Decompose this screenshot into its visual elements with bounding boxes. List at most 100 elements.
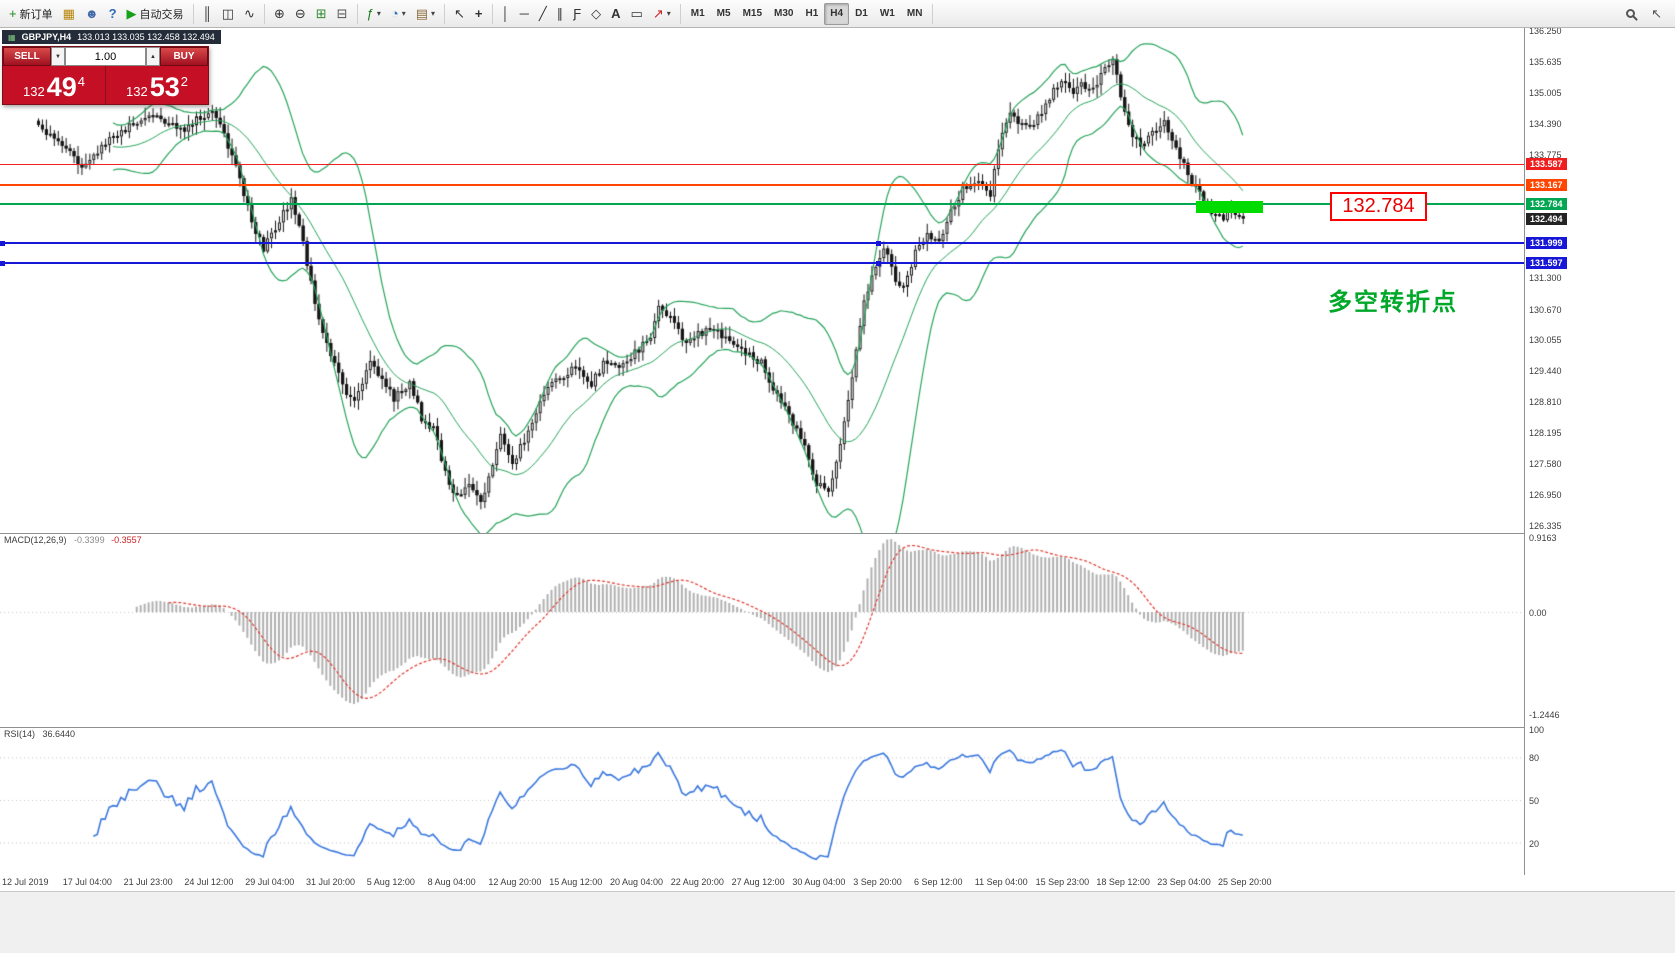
- line-handle[interactable]: [876, 261, 881, 267]
- time-axis-label: 12 Aug 20:00: [488, 877, 542, 887]
- time-axis-label: 30 Aug 04:00: [792, 877, 846, 887]
- toolbar-group: M1 M5 M15 M30 H1 H4 D1 W1 MN: [685, 1, 929, 27]
- new-order-button[interactable]: + 新订单: [4, 3, 58, 25]
- candle-chart-button[interactable]: ◫: [217, 3, 239, 25]
- horizontal-line-132784[interactable]: [0, 203, 1524, 206]
- buy-price-button[interactable]: 132 53 2: [106, 66, 208, 104]
- arrows-button[interactable]: ↗ ▾: [648, 3, 676, 25]
- timeframe-m1-button[interactable]: M1: [690, 8, 705, 19]
- rsi-panel-divider[interactable]: [0, 727, 1675, 728]
- volume-field[interactable]: 1.00: [65, 47, 146, 66]
- time-axis-label: 3 Sep 20:00: [853, 877, 902, 887]
- timeframe-m5-button[interactable]: M5: [716, 8, 731, 19]
- price-axis[interactable]: 136.250 135.635 135.005 134.390 133.775 131.3…: [1524, 26, 1675, 875]
- profile-button[interactable]: ☻: [80, 3, 104, 25]
- zoom-in-icon: ⊕: [273, 5, 285, 21]
- turning-point-annotation[interactable]: 多空转折点: [1328, 289, 1458, 316]
- price-axis-label: 128.810: [1529, 397, 1562, 408]
- autotrade-button[interactable]: ▶ 自动交易: [122, 3, 189, 25]
- bar-chart-button[interactable]: ║: [198, 3, 217, 25]
- chevron-down-icon: ▾: [431, 9, 436, 18]
- shapes-button[interactable]: ◇: [586, 3, 606, 25]
- volume-down-button[interactable]: ▼: [51, 47, 65, 66]
- line-handle[interactable]: [876, 241, 881, 247]
- horizontal-line-133167[interactable]: [0, 183, 1524, 186]
- toolbar-separator: [356, 3, 358, 24]
- macd-panel-canvas[interactable]: [0, 533, 1524, 727]
- templates-button[interactable]: ▤ ▾: [411, 3, 440, 25]
- indicators-button[interactable]: ƒ ▾: [362, 3, 386, 25]
- timeframe-w1-button[interactable]: W1: [879, 8, 895, 19]
- price-level-badge: 132.784: [1526, 198, 1567, 211]
- cursor-button[interactable]: ↖: [449, 3, 470, 25]
- line-handle[interactable]: [0, 241, 5, 247]
- rsi-axis-label: 50: [1529, 796, 1540, 806]
- vertical-line-button[interactable]: │: [497, 3, 515, 25]
- horizontal-line-131597[interactable]: [0, 262, 1524, 265]
- text-label-button[interactable]: ▭: [626, 3, 648, 25]
- help-button[interactable]: ?: [104, 3, 122, 25]
- fibo-icon: Ƒ: [573, 5, 582, 21]
- zoom-out-button[interactable]: ⊖: [290, 3, 311, 25]
- zoom-in-button[interactable]: ⊕: [269, 3, 290, 25]
- vline-icon: │: [501, 5, 510, 21]
- toolbar-group: ⊕ ⊖ ⊞ ⊟: [269, 1, 353, 27]
- trendline-button[interactable]: ╱: [534, 3, 552, 25]
- sell-price-button[interactable]: 132 49 4: [3, 66, 106, 104]
- timeframe-d1-button[interactable]: D1: [855, 8, 868, 19]
- crosshair-button[interactable]: +: [470, 3, 488, 25]
- current-price-badge: 132.494: [1526, 212, 1567, 225]
- equidistant-channel-button[interactable]: ∥: [552, 3, 569, 25]
- toolbar-group: ƒ ▾ ◔ ▾ ▤ ▾: [362, 1, 440, 27]
- search-icon: [1626, 9, 1636, 18]
- chart-window-button[interactable]: ▦: [58, 3, 80, 25]
- sell-button[interactable]: SELL: [3, 47, 51, 66]
- hline-icon: ─: [519, 5, 529, 21]
- horizontal-line-131999[interactable]: [0, 242, 1524, 245]
- time-axis-label: 6 Sep 12:00: [914, 877, 963, 887]
- horizontal-line-133587[interactable]: [0, 163, 1524, 165]
- timeframe-h1-button[interactable]: H1: [805, 8, 819, 19]
- timeframe-m15-button[interactable]: M15: [742, 8, 763, 19]
- toolbar-group: ║ ◫ ∿: [198, 1, 260, 27]
- chevron-down-icon: ▾: [376, 9, 381, 18]
- channel-icon: ∥: [556, 5, 564, 21]
- cursor-icon: ↖: [454, 5, 465, 21]
- sell-price-big: 49: [46, 72, 77, 102]
- rsi-panel-canvas[interactable]: [0, 727, 1524, 875]
- price-axis-label: 131.300: [1529, 273, 1562, 284]
- time-axis-label: 27 Aug 12:00: [731, 877, 785, 887]
- time-axis[interactable]: 12 Jul 2019 17 Jul 04:00 21 Jul 23:00 24 Ju…: [0, 875, 1675, 891]
- symbol-label: GBPJPY,H4: [21, 32, 72, 42]
- arrange-windows-button[interactable]: ⊟: [332, 3, 353, 25]
- buy-button[interactable]: BUY: [160, 47, 208, 66]
- line-chart-button[interactable]: ∿: [239, 3, 260, 25]
- chart-area: 136.250 135.635 135.005 134.390 133.775 131.3…: [0, 26, 1675, 953]
- line-handle[interactable]: [0, 261, 5, 267]
- price-chart-canvas[interactable]: [0, 28, 1524, 533]
- time-axis-label: 22 Aug 20:00: [670, 877, 724, 887]
- bottom-strip: [0, 891, 1675, 953]
- highlight-zone-rectangle[interactable]: [1196, 201, 1263, 214]
- price-axis-label: 135.005: [1529, 88, 1562, 99]
- text-button[interactable]: A: [606, 3, 625, 25]
- volume-up-button[interactable]: ▲: [146, 47, 160, 66]
- search-button[interactable]: [1621, 3, 1640, 25]
- price-level-badge: 131.999: [1526, 237, 1567, 250]
- periods-button[interactable]: ◔ ▾: [386, 3, 411, 25]
- arrows-icon: ↗: [652, 5, 664, 21]
- sell-price-sup: 4: [77, 74, 85, 89]
- macd-panel-divider[interactable]: [0, 533, 1675, 534]
- tile-windows-button[interactable]: ⊞: [311, 3, 332, 25]
- time-axis-label: 17 Jul 04:00: [62, 877, 112, 887]
- fibonacci-button[interactable]: Ƒ: [568, 3, 586, 25]
- price-callout-label[interactable]: 132.784: [1330, 192, 1427, 221]
- timeframe-h4-button[interactable]: H4: [824, 2, 850, 25]
- templates-icon: ▤: [415, 5, 428, 21]
- horizontal-line-button[interactable]: ─: [515, 3, 534, 25]
- text-icon: A: [611, 5, 621, 21]
- timeframe-mn-button[interactable]: MN: [906, 8, 923, 19]
- quick-pointer-button[interactable]: ↖: [1646, 3, 1667, 25]
- timeframe-m30-button[interactable]: M30: [774, 8, 794, 19]
- rsi-axis-label: 20: [1529, 838, 1540, 849]
